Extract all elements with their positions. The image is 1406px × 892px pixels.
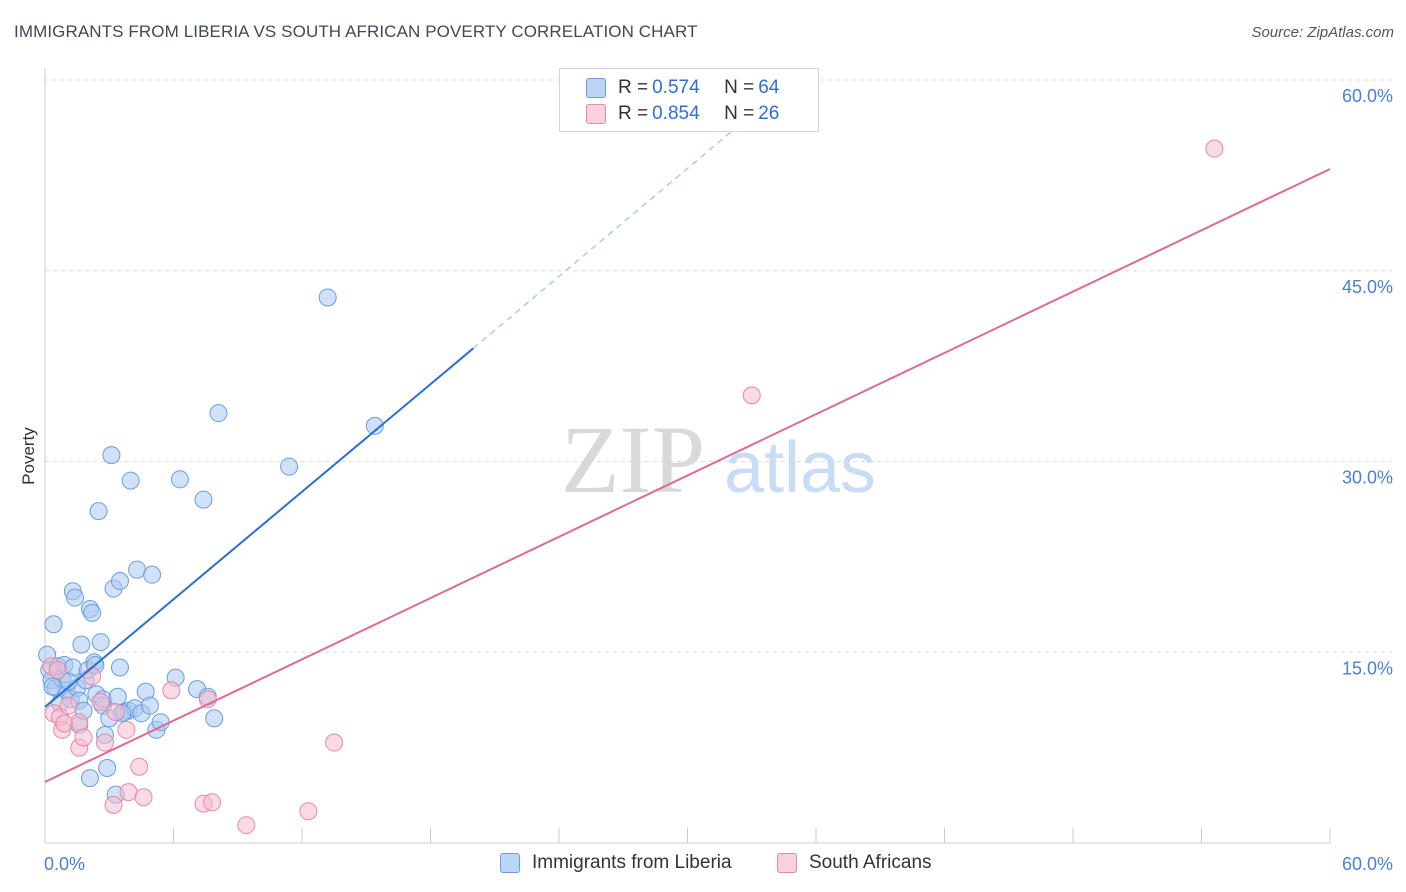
x-tick-labels: 0.0% 60.0% [44, 854, 1393, 874]
series-south-africans-points [42, 139, 1224, 835]
legend-swatch-blue [586, 78, 606, 98]
gridlines [45, 79, 1392, 653]
liberia-point-60 [43, 677, 62, 696]
legend-n-label: N = [724, 103, 755, 124]
liberia-point-13 [65, 588, 84, 607]
south-africans-point-17 [130, 757, 149, 776]
liberia-point-41 [121, 471, 140, 490]
liberia-point-57 [280, 457, 299, 476]
south-africans-point-9 [74, 728, 93, 747]
x-tick-label-1: 60.0% [1342, 854, 1393, 874]
legend-item-liberia[interactable]: Immigrants from Liberia [500, 852, 732, 874]
south-africans-point-25 [325, 733, 344, 752]
chart-title: IMMIGRANTS FROM LIBERIA VS SOUTH AFRICAN… [14, 22, 698, 41]
legend-n-label: N = [724, 77, 755, 98]
south-africans-point-5 [55, 714, 74, 733]
legend-row-liberia: R = 0.574 N = 64 [586, 76, 779, 100]
trend-lines [44, 104, 1331, 783]
south-africans-point-18 [134, 788, 153, 807]
south-africans-point-16 [119, 783, 138, 802]
watermark-atlas: atlas [724, 428, 876, 508]
legend-item-south-africans[interactable]: South Africans [777, 852, 932, 874]
south-africans-trend-line [44, 168, 1331, 783]
legend-r-label: R = [618, 103, 649, 124]
legend-swatch-blue [500, 853, 520, 873]
liberia-point-23 [83, 603, 102, 622]
y-axis-label: Poverty [19, 427, 38, 485]
liberia-point-33 [102, 446, 121, 465]
liberia-point-3 [44, 615, 63, 634]
liberia-point-26 [89, 502, 108, 521]
liberia-point-58 [318, 288, 337, 307]
legend-swatch-pink [586, 104, 606, 124]
legend-n-value: 26 [758, 103, 780, 124]
liberia-point-27 [91, 633, 110, 652]
liberia-point-37 [110, 572, 129, 591]
liberia-point-49 [151, 713, 170, 732]
liberia-point-55 [205, 709, 224, 728]
south-africans-point-19 [162, 681, 181, 700]
liberia-point-21 [80, 769, 99, 788]
south-africans-point-23 [237, 816, 256, 835]
liberia-trend-line [44, 347, 474, 708]
legend-label-liberia: Immigrants from Liberia [532, 852, 732, 873]
liberia-point-61 [59, 672, 78, 691]
y-tick-labels: 15.0% 30.0% 45.0% 60.0% [1342, 86, 1393, 678]
liberia-trend-extension [472, 104, 763, 349]
series-legend: Immigrants from Liberia South Africans [0, 852, 1406, 878]
south-africans-point-15 [117, 720, 136, 739]
south-africans-point-6 [59, 696, 78, 715]
liberia-point-38 [110, 658, 129, 677]
legend-swatch-pink [777, 853, 797, 873]
y-tick-label-0: 15.0% [1342, 658, 1393, 678]
south-africans-point-13 [104, 795, 123, 814]
liberia-point-59 [365, 416, 384, 435]
south-africans-point-26 [742, 386, 761, 405]
y-tick-label-2: 45.0% [1342, 277, 1393, 297]
legend-label-south-africans: South Africans [809, 852, 932, 873]
legend-r-value: 0.574 [652, 77, 700, 98]
y-tick-label-1: 30.0% [1342, 468, 1393, 488]
series-liberia-points [38, 288, 384, 804]
y-tick-label-3: 60.0% [1342, 86, 1393, 106]
watermark-zip: ZIP [561, 406, 705, 513]
legend-r-label: R = [618, 77, 649, 98]
south-africans-point-10 [83, 667, 102, 686]
south-africans-point-14 [106, 703, 125, 722]
liberia-point-46 [140, 696, 159, 715]
x-tick-label-0: 0.0% [44, 854, 85, 874]
liberia-point-43 [128, 560, 147, 579]
liberia-point-36 [108, 687, 127, 706]
south-africans-point-7 [70, 713, 89, 732]
liberia-point-56 [209, 404, 228, 423]
legend-row-south-africans: R = 0.854 N = 26 [586, 102, 779, 126]
south-africans-point-22 [203, 793, 222, 812]
watermark: ZIP atlas [561, 406, 876, 513]
correlation-legend: R = 0.574 N = 64 R = 0.854 N = 26 [559, 68, 819, 132]
south-africans-point-2 [48, 661, 67, 680]
legend-n-value: 64 [758, 77, 780, 98]
liberia-point-17 [72, 635, 91, 654]
liberia-point-47 [143, 565, 162, 584]
liberia-point-51 [170, 470, 189, 489]
liberia-point-31 [98, 758, 117, 777]
legend-r-value: 0.854 [652, 103, 700, 124]
liberia-point-53 [194, 490, 213, 509]
south-africans-point-24 [299, 802, 318, 821]
source-label: Source: ZipAtlas.com [1251, 24, 1394, 41]
south-africans-point-12 [95, 733, 114, 752]
south-africans-point-27 [1205, 139, 1224, 158]
south-africans-point-11 [91, 692, 110, 711]
